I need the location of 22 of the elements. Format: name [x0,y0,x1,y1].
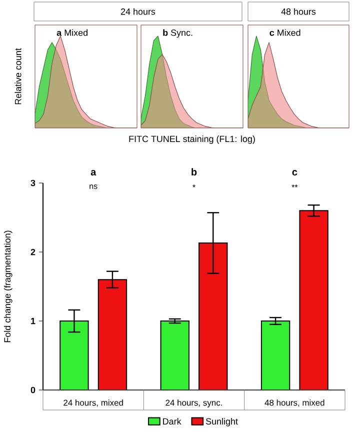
x-tick-label: 24 hours, mixed [64,399,123,407]
text: a Mixed [56,29,88,36]
legend-label: Sunlight [206,418,238,426]
x-tick-label: 24 hours, sync. [166,399,222,408]
text: b [192,168,197,176]
text: 24 hours [121,8,156,15]
y-axis-title: Fold change (fragmentation) [4,230,12,342]
x-axis-title: FITC TUNEL staining (FL1: log) [129,136,255,144]
legend-label: Dark [163,418,182,425]
y-axis-title: Relative count [14,48,22,104]
y-tick-label: 3 [30,180,36,186]
text: c [292,170,298,176]
chart-title: 48 hours [281,8,316,15]
bar [260,320,290,390]
text: c Mixed [270,29,300,36]
x-tick-label: 48 hours, mixed [264,399,324,407]
y-tick-label: 0 [30,386,36,394]
y-tick-label: 2 [30,248,36,256]
y-tick-label: 1 [31,318,36,324]
bar [160,320,190,390]
annotation: b Sync. [163,29,192,38]
text: a [90,170,96,176]
